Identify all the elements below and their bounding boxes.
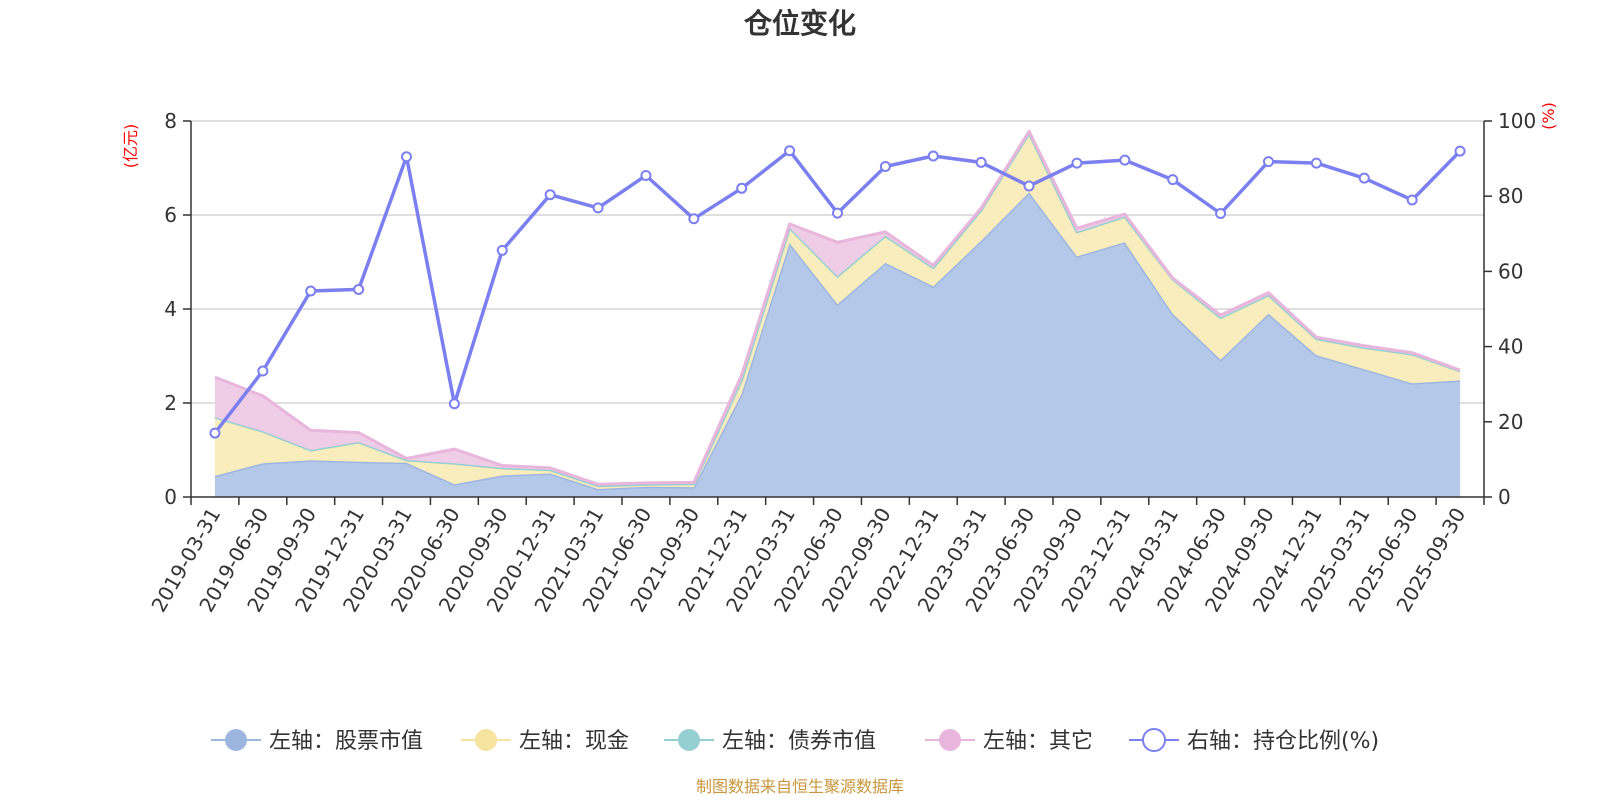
ratio-point-6 [496, 244, 508, 256]
legend-label-4: 右轴：持仓比例(%) [1187, 729, 1379, 754]
ratio-point-17 [1023, 180, 1035, 192]
stacked-areas [214, 129, 1461, 497]
right-tick-label-1: 20 [1498, 410, 1523, 434]
legend-swatch-marker-0 [225, 729, 247, 751]
ratio-point-1 [257, 365, 269, 377]
ratio-point-23 [1310, 157, 1322, 169]
right-axis-unit: (%) [1539, 102, 1558, 130]
ratio-point-7 [544, 189, 556, 201]
right-tick-label-0: 0 [1498, 485, 1511, 509]
left-tick-label-1: 2 [164, 391, 177, 415]
ratio-point-10 [688, 213, 700, 225]
ratio-point-18 [1071, 157, 1083, 169]
area-fill-0 [214, 192, 1461, 497]
ratio-point-0 [209, 427, 221, 439]
legend-swatch-marker-3 [939, 729, 961, 751]
legend-swatch-marker-4 [1142, 728, 1166, 752]
ratio-point-8 [592, 202, 604, 214]
data-source-note: 制图数据来自恒生聚源数据库 [696, 777, 904, 796]
ratio-point-26 [1454, 145, 1466, 157]
ratio-point-15 [927, 150, 939, 162]
chart-title: 仓位变化 [744, 7, 856, 40]
ratio-point-19 [1119, 154, 1131, 166]
legend-swatch-marker-1 [475, 729, 497, 751]
ratio-point-24 [1358, 172, 1370, 184]
ratio-point-2 [305, 285, 317, 297]
legend-label-2: 左轴：债券市值 [722, 729, 876, 754]
ratio-point-12 [784, 145, 796, 157]
legend-label-3: 左轴：其它 [983, 729, 1093, 754]
ratio-point-13 [832, 207, 843, 219]
right-tick-label-2: 40 [1498, 335, 1523, 359]
ratio-point-20 [1167, 174, 1179, 186]
ratio-point-25 [1406, 194, 1418, 206]
left-axis-unit: (亿元) [121, 124, 140, 169]
legend-swatch-marker-2 [678, 729, 700, 751]
right-tick-label-4: 80 [1498, 184, 1523, 208]
legend: 左轴：股票市值 左轴：现金 左轴：债券市值 左轴：其它 右轴：持仓比例(%) [211, 728, 1379, 754]
ratio-point-22 [1263, 156, 1274, 168]
legend-label-0: 左轴：股票市值 [269, 729, 423, 754]
ratio-point-21 [1215, 207, 1227, 219]
ratio-point-9 [640, 170, 652, 182]
position-ratio-line [209, 145, 1466, 439]
legend-label-1: 左轴：现金 [519, 729, 629, 754]
left-tick-label-2: 4 [164, 297, 177, 321]
ratio-point-5 [448, 398, 460, 410]
area-line-3 [214, 129, 1461, 486]
ratio-point-4 [401, 151, 412, 163]
ratio-point-11 [736, 182, 748, 194]
right-tick-label-5: 100 [1498, 109, 1536, 133]
left-tick-label-4: 8 [164, 109, 177, 133]
ratio-point-16 [975, 156, 987, 168]
ratio-point-3 [353, 283, 365, 295]
ratio-point-14 [879, 160, 891, 172]
right-tick-label-3: 60 [1498, 259, 1523, 283]
left-tick-label-3: 6 [164, 203, 177, 227]
left-tick-label-0: 0 [164, 485, 177, 509]
